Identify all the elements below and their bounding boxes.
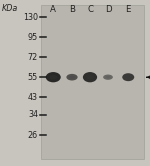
- Ellipse shape: [69, 76, 75, 79]
- Text: E: E: [126, 5, 131, 14]
- Text: KDa: KDa: [2, 4, 18, 13]
- Ellipse shape: [46, 72, 61, 82]
- Text: 43: 43: [28, 93, 38, 102]
- Text: 26: 26: [28, 131, 38, 140]
- Ellipse shape: [103, 75, 113, 80]
- Text: D: D: [105, 5, 111, 14]
- Text: 55: 55: [28, 73, 38, 82]
- Ellipse shape: [105, 76, 111, 78]
- Text: 72: 72: [28, 53, 38, 62]
- Text: A: A: [50, 5, 56, 14]
- Text: 95: 95: [28, 33, 38, 42]
- Ellipse shape: [83, 72, 97, 82]
- Text: 130: 130: [23, 13, 38, 22]
- Ellipse shape: [49, 75, 57, 80]
- Bar: [40, 5, 144, 159]
- Ellipse shape: [66, 74, 78, 81]
- Text: C: C: [87, 5, 93, 14]
- Text: 34: 34: [28, 110, 38, 119]
- Ellipse shape: [86, 75, 94, 80]
- Ellipse shape: [122, 73, 134, 81]
- Text: B: B: [69, 5, 75, 14]
- Ellipse shape: [125, 75, 132, 79]
